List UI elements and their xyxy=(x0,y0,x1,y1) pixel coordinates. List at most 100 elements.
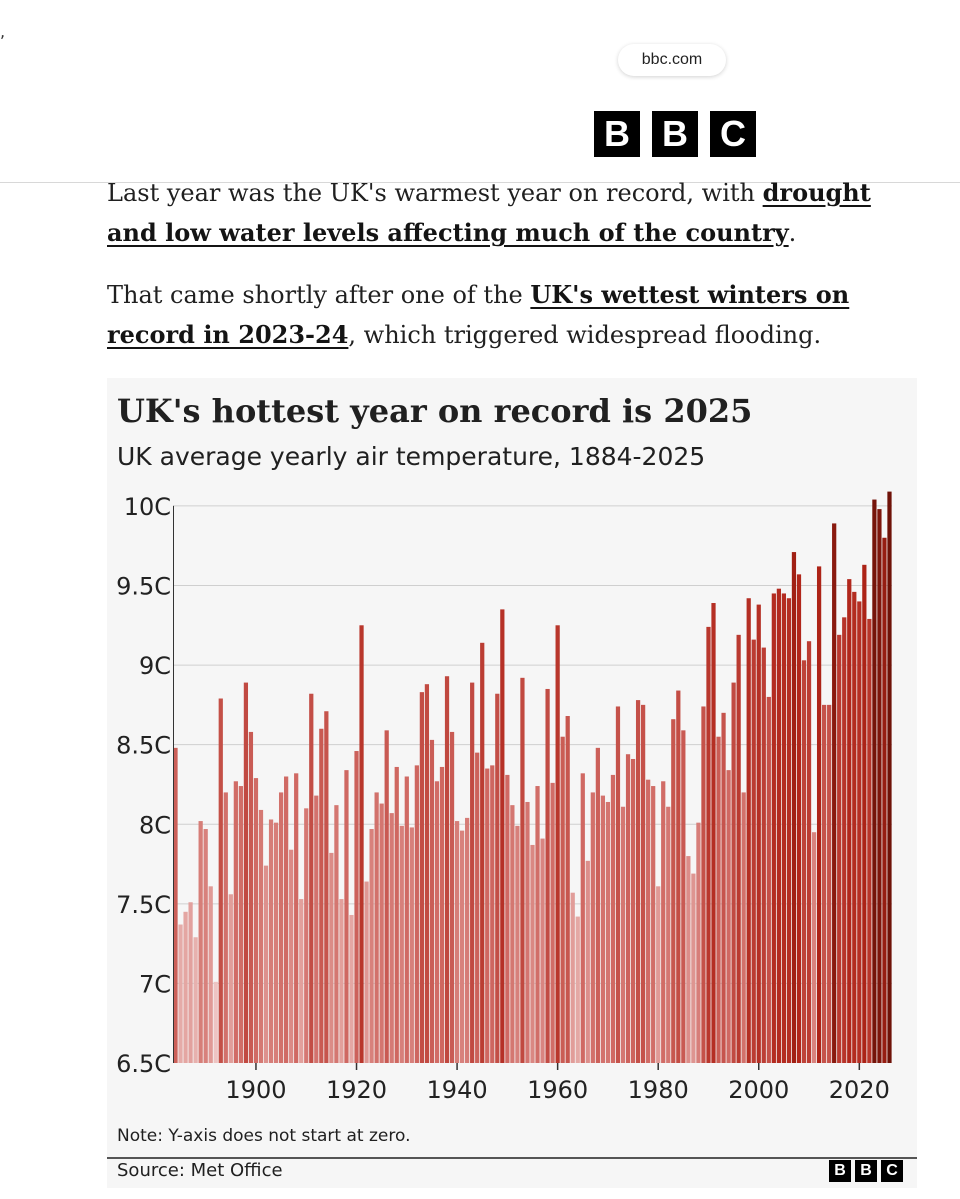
header-divider xyxy=(0,182,960,183)
url-pill[interactable]: bbc.com xyxy=(618,44,726,76)
bbc-logo[interactable]: B B C xyxy=(594,111,756,157)
bar xyxy=(299,899,304,1063)
bar xyxy=(666,806,671,1063)
drought-link[interactable]: drought and low water levels affecting m… xyxy=(107,178,871,247)
chart-subtitle: UK average yearly air temperature, 1884-… xyxy=(117,442,706,471)
bar xyxy=(309,693,314,1063)
bar xyxy=(278,792,284,1063)
y-tick-label: 9C xyxy=(139,652,171,680)
bar xyxy=(641,704,646,1063)
bar xyxy=(575,916,580,1063)
paragraph-text: Last year was the UK's warmest year on r… xyxy=(107,179,763,207)
bar xyxy=(218,698,223,1063)
bar xyxy=(173,747,178,1063)
bar xyxy=(329,852,334,1063)
bar xyxy=(625,754,631,1063)
bar xyxy=(651,786,656,1063)
bar xyxy=(359,625,364,1063)
bar xyxy=(404,776,409,1063)
chart-plot: 6.5C 7C 7.5C 8C 8.5C 9C 9.5C 10C 1900 1920 1940 196… xyxy=(116,491,892,1104)
bar xyxy=(681,730,686,1063)
bar xyxy=(374,792,379,1063)
chart-footer-divider xyxy=(107,1157,917,1159)
y-tick-label: 7C xyxy=(139,970,171,998)
bar xyxy=(248,731,254,1063)
bar xyxy=(832,523,837,1063)
bar xyxy=(585,860,590,1063)
bar xyxy=(550,782,555,1063)
bar xyxy=(741,792,746,1063)
bar xyxy=(857,601,862,1063)
bar xyxy=(268,819,274,1063)
bar xyxy=(349,914,354,1063)
bar xyxy=(273,822,279,1063)
bar xyxy=(565,716,570,1063)
bar xyxy=(605,801,611,1063)
bar xyxy=(465,817,470,1063)
bar xyxy=(696,822,701,1063)
chart-source: Source: Met Office xyxy=(117,1160,283,1181)
x-tick-label: 1920 xyxy=(326,1076,387,1104)
bar xyxy=(284,776,289,1063)
bar xyxy=(409,827,414,1063)
bar xyxy=(600,795,606,1063)
bbc-logo-letter: B xyxy=(652,111,698,157)
bar xyxy=(520,677,525,1063)
bar xyxy=(188,902,193,1063)
bar xyxy=(490,765,495,1063)
bar xyxy=(183,911,188,1063)
bar xyxy=(223,792,228,1063)
bar xyxy=(334,805,339,1063)
bar xyxy=(449,731,455,1063)
bar xyxy=(263,865,269,1063)
bar xyxy=(429,739,435,1063)
bar xyxy=(238,786,243,1063)
bar xyxy=(771,593,776,1063)
browser-edge-mark: , xyxy=(0,22,6,41)
bar xyxy=(646,779,651,1063)
x-tick-label: 1900 xyxy=(225,1076,286,1104)
bar xyxy=(444,676,450,1063)
bar xyxy=(716,736,721,1063)
bar xyxy=(570,892,575,1063)
bar xyxy=(485,768,490,1063)
bar xyxy=(475,752,480,1063)
bar xyxy=(615,706,621,1063)
bar xyxy=(806,641,812,1063)
bar xyxy=(671,719,676,1063)
bbc-logo-letter: B xyxy=(829,1160,851,1182)
bar xyxy=(766,696,771,1063)
bar xyxy=(751,639,756,1063)
bar xyxy=(394,766,399,1063)
chart-note: Note: Y-axis does not start at zero. xyxy=(117,1126,411,1146)
bar xyxy=(344,770,349,1063)
bar xyxy=(530,844,535,1063)
bar xyxy=(500,609,505,1064)
y-tick-label: 7.5C xyxy=(116,891,171,919)
bar xyxy=(746,598,751,1063)
bar xyxy=(661,781,666,1063)
bar xyxy=(414,765,419,1063)
bar xyxy=(590,792,595,1063)
y-tick-label: 8C xyxy=(139,811,171,839)
bar xyxy=(686,856,691,1063)
wettest-winters-link[interactable]: UK's wettest winters on record in 2023-2… xyxy=(107,280,850,349)
bar xyxy=(801,660,807,1063)
bar xyxy=(198,821,203,1063)
bbc-logo-letter: C xyxy=(710,111,756,157)
bar xyxy=(555,625,560,1063)
bar xyxy=(369,829,374,1063)
bar xyxy=(178,924,183,1063)
x-tick-label: 1960 xyxy=(527,1076,588,1104)
y-tick-label: 6.5C xyxy=(116,1050,171,1078)
bar xyxy=(721,712,726,1063)
x-tick-label: 2020 xyxy=(829,1076,890,1104)
bar xyxy=(324,711,329,1063)
x-tick-label: 1940 xyxy=(427,1076,488,1104)
bar xyxy=(635,700,641,1063)
bar xyxy=(470,682,475,1063)
bar xyxy=(691,873,696,1063)
bar xyxy=(228,894,233,1063)
bar xyxy=(384,730,389,1063)
bar xyxy=(339,899,344,1063)
